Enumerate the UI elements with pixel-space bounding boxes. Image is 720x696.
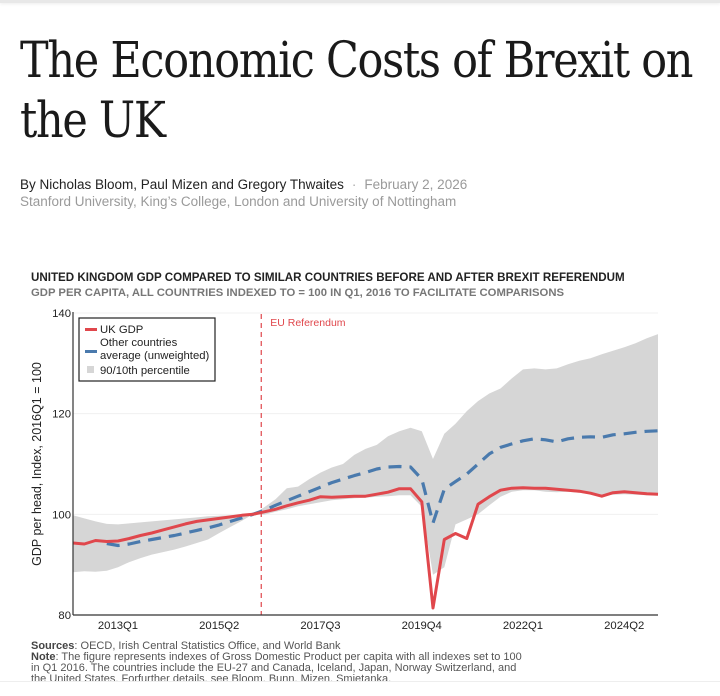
y-tick-label: 80 (58, 610, 71, 622)
y-tick-label: 100 (52, 509, 71, 521)
y-axis-label: GDP per head, Index, 2016Q1 = 100 (30, 362, 44, 566)
legend-label-other-countries-line2: average (unweighted) (100, 350, 210, 362)
author-affiliation: Stanford University, King’s College, Lon… (20, 194, 457, 209)
legend-swatch-other-countries (85, 350, 97, 353)
uk-gdp-line (72, 486, 659, 610)
x-tick-labels: 2013Q1 2015Q2 2017Q3 2019Q4 2022Q1 2024Q2 (98, 620, 644, 632)
x-tick-label: 2019Q4 (402, 620, 442, 632)
legend-label-percentile: 90/10th percentile (100, 365, 190, 377)
x-tick-label: 2015Q2 (199, 620, 239, 632)
legend: UK GDP Other countries average (unweight… (78, 317, 216, 382)
legend-label-uk-gdp: UK GDP (100, 324, 143, 336)
y-tick-labels: 80 100 120 140 (52, 308, 71, 622)
bottom-fade (0, 681, 720, 696)
publish-date: February 2, 2026 (364, 177, 468, 192)
eu-referendum-label: EU Referendum (270, 317, 346, 329)
chart-title: UNITED KINGDOM GDP COMPARED TO SIMILAR C… (31, 271, 625, 284)
chart-notes: Sources: OECD, Irish Central Statistics … (31, 641, 531, 685)
article-title: The Economic Costs of Brexit on the UK (20, 31, 693, 149)
x-tick-label: 2022Q1 (503, 620, 543, 632)
authors: By Nicholas Bloom, Paul Mizen and Gregor… (20, 177, 344, 192)
note-text: : The figure represents indexes of Gross… (31, 651, 522, 685)
legend-box (78, 317, 216, 382)
sources-label: Sources (31, 640, 75, 652)
note-line: Note: The figure represents indexes of G… (31, 652, 531, 685)
percentile-band (73, 334, 658, 575)
y-tick-label: 120 (52, 409, 71, 421)
chart-subtitle: GDP PER CAPITA, ALL COUNTRIES INDEXED TO… (31, 287, 565, 299)
y-tick-label: 140 (52, 308, 71, 320)
legend-label-other-countries-line1: Other countries (100, 337, 178, 349)
x-tick-label: 2017Q3 (300, 620, 340, 632)
top-border (0, 0, 720, 3)
legend-swatch-percentile (87, 366, 94, 373)
byline-separator: · (351, 177, 357, 192)
sources-line: Sources: OECD, Irish Central Statistics … (31, 641, 531, 652)
note-label: Note (31, 651, 56, 663)
x-tick-label: 2013Q1 (98, 620, 138, 632)
sources-text: : OECD, Irish Central Statistics Office,… (74, 640, 341, 652)
byline: By Nicholas Bloom, Paul Mizen and Gregor… (20, 177, 467, 192)
x-tick-label: 2024Q2 (604, 620, 644, 632)
legend-swatch-uk-gdp (85, 328, 97, 331)
other-countries-average-line (106, 429, 659, 548)
